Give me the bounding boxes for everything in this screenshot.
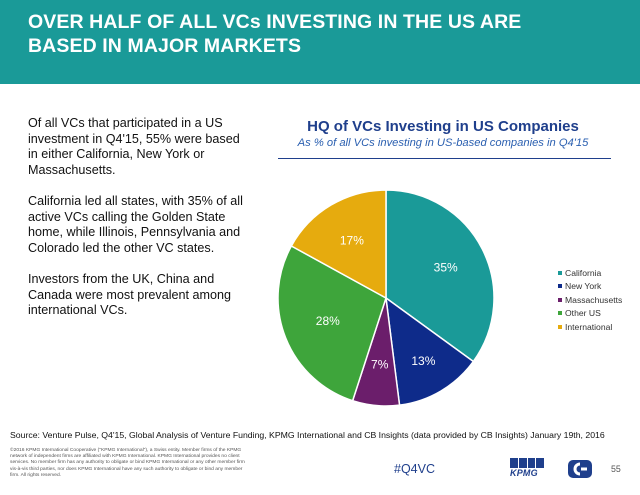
kpmg-logo-text: KPMG <box>510 468 538 478</box>
legend-swatch <box>558 284 562 289</box>
cb-insights-logo-icon <box>568 460 592 478</box>
commentary-paragraph-3: Investors from the UK, China and Canada … <box>28 271 232 318</box>
kpmg-logo-boxes <box>510 458 544 468</box>
data-label-other-us: 28% <box>316 314 340 328</box>
legend-item-california: California <box>558 266 638 280</box>
data-label-california: 35% <box>434 261 458 275</box>
pie-slice-california <box>385 190 495 363</box>
chart-legend: California New York Massachusetts Other US I… <box>558 266 638 334</box>
legend-label: Massachusetts <box>565 294 623 305</box>
legend-label: New York <box>565 281 602 292</box>
header-banner: OVER HALF OF ALL VCs INVESTING IN THE US… <box>0 0 640 84</box>
legend-label: California <box>565 267 602 278</box>
pie-slice-other-us <box>277 244 387 402</box>
legend-item-international: International <box>558 320 638 334</box>
pie-slice-international <box>290 190 387 300</box>
chart-title: HQ of VCs Investing in US Companies <box>307 118 579 135</box>
legal-disclaimer: ©2016 KPMG International Cooperative ("K… <box>10 448 245 478</box>
legend-swatch <box>558 297 562 302</box>
legend-label: Other US <box>565 308 601 319</box>
chart-subtitle: As % of all VCs investing in US-based co… <box>297 137 589 149</box>
legend-swatch <box>558 270 562 275</box>
source-note: Source: Venture Pulse, Q4'15, Global Ana… <box>10 430 605 440</box>
chart-divider <box>278 158 611 159</box>
commentary-paragraph-2: California led all states, with 35% of a… <box>28 193 243 255</box>
legend-swatch <box>558 311 562 316</box>
hashtag: #Q4VC <box>394 462 435 476</box>
data-label-massachusetts: 7% <box>371 358 389 372</box>
legend-item-massachusetts: Massachusetts <box>558 293 638 307</box>
kpmg-logo: KPMG <box>510 458 544 482</box>
page-title-line-1: OVER HALF OF ALL VCs INVESTING IN THE US… <box>28 11 522 33</box>
legend-item-other-us: Other US <box>558 307 638 321</box>
data-label-new-york: 13% <box>411 354 435 368</box>
pie-chart: 35% 13% 7% 28% 17% <box>277 190 495 407</box>
legend-item-new-york: New York <box>558 280 638 294</box>
commentary-text: Of all VCs that participated in a US inv… <box>28 116 250 334</box>
page-number: 55 <box>611 464 621 474</box>
legend-swatch <box>558 324 562 329</box>
data-label-international: 17% <box>340 233 364 247</box>
page-title-line-2: BASED IN MAJOR MARKETS <box>28 35 302 57</box>
legend-label: International <box>565 321 613 332</box>
commentary-paragraph-1: Of all VCs that participated in a US inv… <box>28 116 240 177</box>
pie-slice-new-york <box>385 296 475 406</box>
